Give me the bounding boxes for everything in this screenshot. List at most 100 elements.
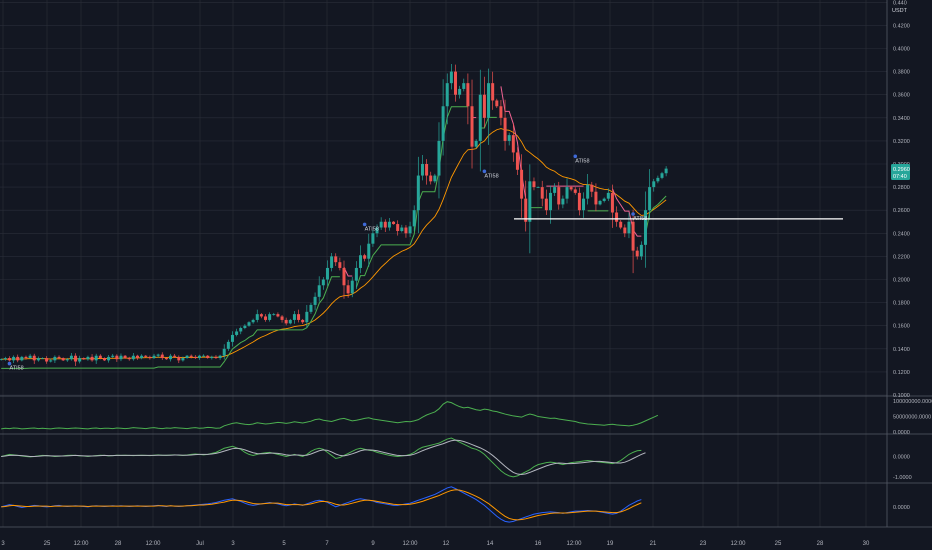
candle-body[interactable] — [202, 355, 206, 357]
candle-body[interactable] — [338, 262, 342, 268]
candle-body[interactable] — [553, 187, 557, 193]
candle-body[interactable] — [297, 314, 301, 320]
candle-body[interactable] — [623, 227, 627, 234]
candle-body[interactable] — [631, 221, 635, 251]
candle-body[interactable] — [107, 356, 111, 361]
candle-body[interactable] — [239, 328, 243, 332]
candle-body[interactable] — [602, 198, 606, 201]
candle-body[interactable] — [247, 322, 251, 326]
candle-body[interactable] — [652, 181, 656, 188]
candle-body[interactable] — [313, 296, 317, 305]
candle-body[interactable] — [590, 184, 594, 192]
candle-body[interactable] — [565, 187, 569, 199]
candle-body[interactable] — [586, 184, 590, 199]
candle-body[interactable] — [404, 227, 408, 234]
candle-body[interactable] — [478, 94, 482, 141]
candle-body[interactable] — [135, 355, 139, 359]
candle-body[interactable] — [363, 255, 367, 259]
candle-body[interactable] — [78, 358, 82, 362]
candle-body[interactable] — [557, 187, 561, 205]
candle-body[interactable] — [226, 341, 230, 349]
candle-body[interactable] — [615, 212, 619, 222]
candle-body[interactable] — [177, 356, 181, 361]
candle-body[interactable] — [276, 314, 280, 317]
candle-body[interactable] — [491, 83, 495, 101]
candle-body[interactable] — [449, 71, 453, 84]
candle-body[interactable] — [152, 355, 156, 359]
candle-body[interactable] — [425, 164, 429, 176]
candle-body[interactable] — [86, 356, 90, 360]
candle-body[interactable] — [243, 325, 247, 329]
candle-body[interactable] — [648, 187, 652, 211]
candle-body[interactable] — [181, 358, 185, 361]
candle-body[interactable] — [507, 135, 511, 141]
candle-body[interactable] — [210, 356, 214, 359]
candle-body[interactable] — [45, 358, 49, 362]
candle-body[interactable] — [643, 210, 647, 245]
candle-body[interactable] — [131, 355, 135, 360]
candle-body[interactable] — [280, 316, 284, 320]
candle-body[interactable] — [392, 221, 396, 225]
candle-body[interactable] — [371, 233, 375, 244]
price-axis[interactable]: 0.1000 0.1200 0.1400 0.1600 0.1800 0.2000 0.22… — [893, 0, 910, 399]
candle-body[interactable] — [36, 358, 40, 361]
candle-body[interactable] — [321, 279, 325, 286]
candle-body[interactable] — [569, 187, 573, 190]
candle-body[interactable] — [156, 354, 160, 356]
candle-body[interactable] — [309, 304, 313, 312]
candle-body[interactable] — [619, 221, 623, 228]
candle-body[interactable] — [259, 314, 263, 317]
candle-body[interactable] — [169, 355, 173, 360]
candle-body[interactable] — [515, 152, 519, 170]
candle-body[interactable] — [7, 358, 11, 361]
candle-body[interactable] — [627, 221, 631, 234]
candle-body[interactable] — [420, 164, 424, 176]
candle-body[interactable] — [193, 356, 197, 359]
candle-body[interactable] — [0, 359, 3, 360]
candle-body[interactable] — [594, 191, 598, 205]
candle-body[interactable] — [458, 88, 462, 95]
candle-body[interactable] — [251, 319, 255, 323]
candle-body[interactable] — [520, 169, 524, 199]
candle-body[interactable] — [482, 94, 486, 118]
candle-body[interactable] — [268, 314, 272, 320]
candle-body[interactable] — [218, 355, 222, 359]
candle-body[interactable] — [503, 117, 507, 141]
candle-body[interactable] — [53, 356, 57, 361]
candle-body[interactable] — [524, 198, 528, 222]
candle-body[interactable] — [235, 331, 239, 335]
candle-body[interactable] — [41, 358, 44, 359]
candle-body[interactable] — [462, 83, 466, 89]
candle-body[interactable] — [635, 250, 639, 257]
candle-body[interactable] — [429, 175, 433, 182]
candle-body[interactable] — [65, 359, 69, 361]
candle-body[interactable] — [375, 227, 379, 234]
candle-body[interactable] — [90, 356, 94, 361]
candle-body[interactable] — [445, 83, 449, 107]
candle-body[interactable] — [470, 106, 474, 147]
candle-body[interactable] — [656, 177, 660, 182]
candle-body[interactable] — [573, 189, 577, 193]
candle-body[interactable] — [342, 267, 346, 286]
candle-body[interactable] — [408, 226, 412, 234]
candle-body[interactable] — [536, 187, 540, 188]
candle-body[interactable] — [528, 181, 532, 222]
candle-body[interactable] — [292, 314, 296, 320]
candle-body[interactable] — [582, 198, 586, 211]
candle-body[interactable] — [255, 314, 259, 320]
candle-body[interactable] — [412, 210, 416, 227]
candle-body[interactable] — [24, 356, 28, 359]
candle-body[interactable] — [148, 356, 152, 359]
candle-body[interactable] — [441, 106, 445, 141]
candle-body[interactable] — [317, 285, 321, 297]
candle-body[interactable] — [387, 221, 391, 228]
candle-body[interactable] — [330, 256, 334, 268]
candle-body[interactable] — [82, 358, 86, 360]
candle-body[interactable] — [206, 355, 210, 359]
candle-body[interactable] — [28, 355, 32, 359]
candle-body[interactable] — [12, 356, 16, 361]
candle-body[interactable] — [610, 192, 614, 213]
candle-body[interactable] — [499, 106, 503, 118]
candle-body[interactable] — [454, 71, 457, 95]
